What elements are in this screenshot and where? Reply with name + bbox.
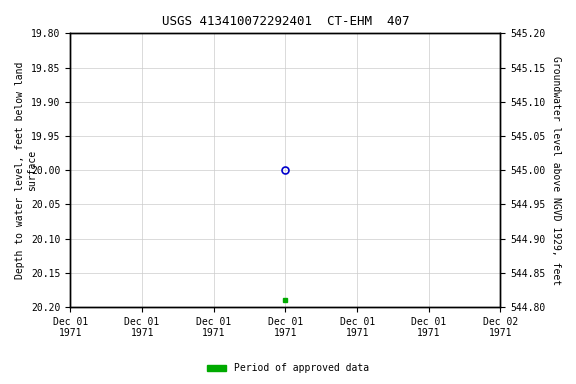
Y-axis label: Groundwater level above NGVD 1929, feet: Groundwater level above NGVD 1929, feet bbox=[551, 56, 561, 285]
Y-axis label: Depth to water level, feet below land
surface: Depth to water level, feet below land su… bbox=[15, 61, 37, 279]
Title: USGS 413410072292401  CT-EHM  407: USGS 413410072292401 CT-EHM 407 bbox=[162, 15, 409, 28]
Legend: Period of approved data: Period of approved data bbox=[203, 359, 373, 377]
